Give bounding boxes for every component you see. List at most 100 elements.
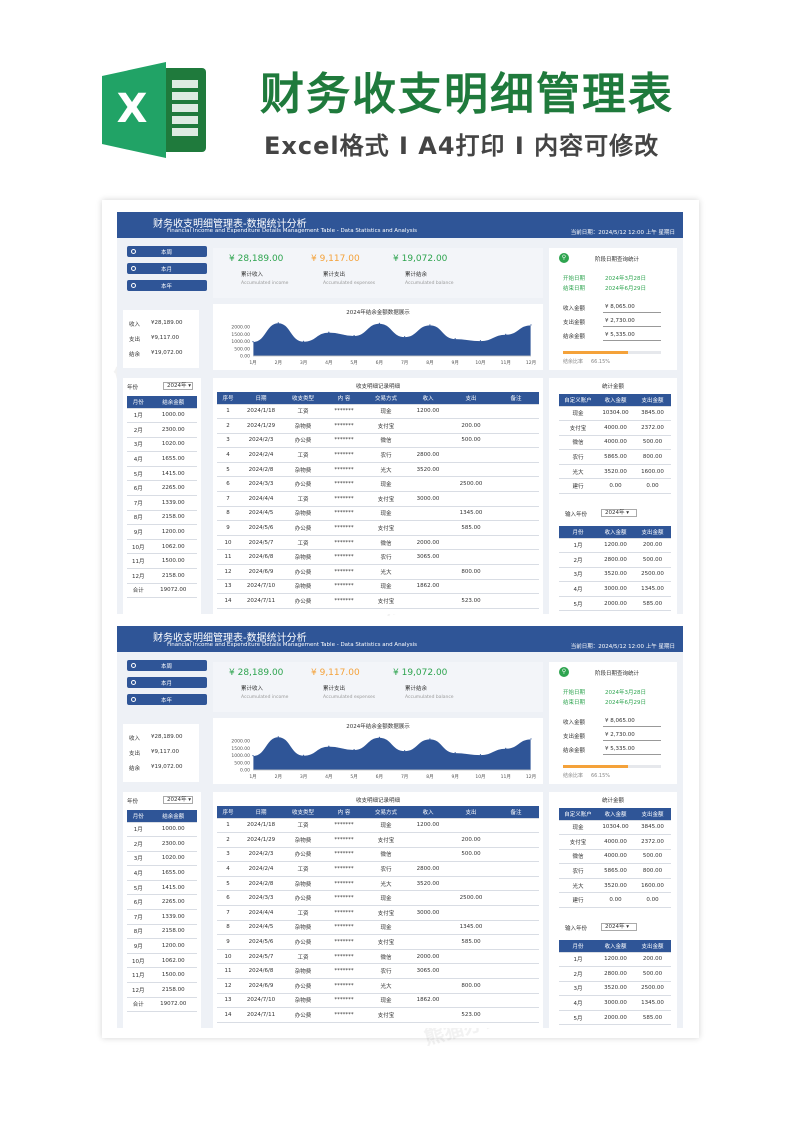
table-cell: 办公费 (283, 520, 323, 536)
table-cell (407, 564, 449, 580)
table-cell: 500.00 (634, 849, 671, 865)
table-row: 2月 2800.00 500.00 (559, 966, 671, 982)
table-cell: 光大 (559, 878, 597, 894)
table-cell: 1月 (559, 538, 597, 554)
table-cell: 微信 (365, 433, 407, 449)
table-cell: 2158.00 (149, 982, 197, 998)
input-year-label: 输入年份 (565, 512, 588, 518)
year-select[interactable]: 2024年 ▾ (163, 382, 193, 390)
table-row: 7 2024/4/4 工资 ******* 支付宝 3000.00 (217, 905, 539, 921)
table-row: 合计 19072.00 (127, 997, 197, 1013)
table-cell: 1020.00 (149, 437, 197, 453)
table-cell (407, 934, 449, 950)
radio-icon (131, 663, 136, 668)
table-cell: 杂物费 (283, 506, 323, 522)
x-tick-label: 9月 (451, 360, 458, 366)
period-button-week[interactable]: 本周 (127, 660, 207, 671)
table-cell: ******* (323, 593, 365, 609)
table-cell: ******* (323, 447, 365, 463)
period-button-week[interactable]: 本周 (127, 246, 207, 257)
table-cell (449, 579, 493, 595)
table-cell: 支付宝 (559, 420, 597, 436)
data-point (454, 752, 456, 754)
table-row: 12月 2158.00 (127, 568, 197, 584)
x-tick-label: 5月 (350, 360, 357, 366)
data-point (404, 750, 406, 752)
table-cell: 1200.00 (597, 538, 634, 554)
table-cell: 现金 (559, 406, 597, 422)
table-row: 4月 1655.00 (127, 451, 197, 467)
table-cell: 3520.00 (597, 464, 634, 480)
start-date[interactable]: 开始日期 2024年3月28日 (563, 690, 646, 696)
sheet-subtitle: Financial Income and Expenditure Details… (167, 642, 417, 648)
input-year-select[interactable]: 2024年 ▾ (601, 923, 637, 931)
table-cell: 5月 (559, 596, 597, 612)
table-row: 2 2024/1/29 杂物费 ******* 支付宝 200.00 (217, 418, 539, 434)
table-row: 6月 2265.00 (127, 894, 197, 911)
table-cell: 4000.00 (597, 834, 634, 850)
table-row: 微信 4000.00 500.00 (559, 849, 671, 865)
table-cell: 5865.00 (597, 449, 634, 465)
table-cell: 1月 (127, 822, 150, 838)
table-cell: ******* (323, 476, 365, 493)
period-button-month[interactable]: 本月 (127, 263, 207, 274)
table-cell: 3000.00 (597, 995, 634, 1011)
divider (603, 312, 661, 313)
table-cell: 2158.00 (149, 510, 197, 526)
table-cell: 5 (217, 876, 239, 892)
input-year-select[interactable]: 2024年 ▾ (601, 509, 637, 517)
balance-area-series (252, 736, 532, 771)
table-cell: ******* (323, 963, 365, 980)
table-cell (493, 993, 539, 1009)
table-cell: 3520.00 (597, 567, 634, 583)
table-row: 10 2024/5/7 工资 ******* 微信 2000.00 (217, 535, 539, 551)
table-row: 1月 1000.00 (127, 408, 197, 424)
year-select[interactable]: 2024年 ▾ (163, 796, 193, 804)
table-cell: 杂物费 (283, 462, 323, 478)
table-cell: 现金 (365, 920, 407, 936)
table-cell (493, 905, 539, 921)
table-row: 5 2024/2/8 杂物费 ******* 光大 3520.00 (217, 876, 539, 892)
table-cell: 2024/5/7 (239, 949, 283, 965)
table-cell: 2 (217, 418, 239, 434)
table-cell (407, 520, 449, 536)
table-cell: 2024/6/9 (239, 978, 283, 994)
data-point (252, 755, 254, 757)
table-cell: 1345.00 (634, 995, 671, 1011)
table-cell: 1062.00 (149, 539, 197, 555)
search-icon[interactable]: ⚲ (559, 667, 569, 677)
table-cell: 800.00 (634, 863, 671, 879)
table-cell: 1655.00 (149, 451, 197, 467)
table-cell: 0.00 (634, 892, 671, 909)
table-cell: 2024/7/11 (239, 593, 283, 609)
radio-icon (131, 697, 136, 702)
summary-income: 收入 ¥28,189.00 (129, 734, 183, 742)
table-cell: 2300.00 (149, 836, 197, 852)
table-cell: 10 (217, 949, 239, 965)
table-cell: ******* (323, 934, 365, 950)
table-cell (493, 847, 539, 863)
table-cell: 2372.00 (634, 834, 671, 850)
table-cell: 支付宝 (365, 1007, 407, 1023)
start-date[interactable]: 开始日期 2024年3月28日 (563, 276, 646, 282)
table-row: 6 2024/3/3 办公费 ******* 现金 2500.00 (217, 476, 539, 493)
period-button-year[interactable]: 本年 (127, 694, 207, 705)
table-cell: 10 (217, 535, 239, 551)
table-row: 合计 19072.00 (127, 583, 197, 599)
period-button-month[interactable]: 本月 (127, 677, 207, 688)
table-cell: ******* (323, 520, 365, 536)
search-icon[interactable]: ⚲ (559, 253, 569, 263)
period-button-year[interactable]: 本年 (127, 280, 207, 291)
table-cell (493, 535, 539, 551)
divider (603, 726, 661, 727)
table-cell (407, 847, 449, 863)
end-date[interactable]: 结束日期 2024年6月29日 (563, 286, 646, 292)
data-point (404, 336, 406, 338)
table-cell: 12月 (127, 568, 150, 584)
table-row: 4 2024/2/4 工资 ******* 农行 2800.00 (217, 861, 539, 877)
table-row: 现金 10304.00 3845.00 (559, 820, 671, 836)
table-cell: 8 (217, 920, 239, 936)
data-point (530, 324, 532, 326)
end-date[interactable]: 结束日期 2024年6月29日 (563, 700, 646, 706)
y-tick-label: 1500.00 (231, 746, 250, 752)
